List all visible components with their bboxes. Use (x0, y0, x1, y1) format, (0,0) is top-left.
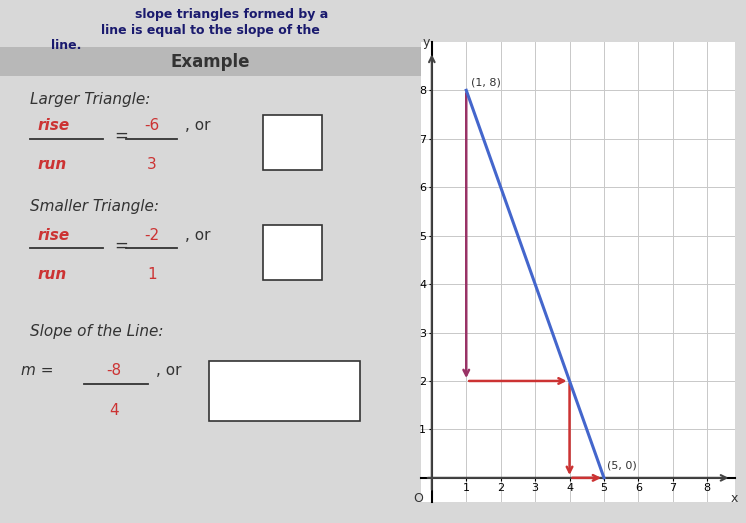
Text: Larger Triangle:: Larger Triangle: (30, 92, 150, 107)
Text: , or: , or (156, 363, 181, 379)
FancyBboxPatch shape (0, 47, 421, 76)
FancyBboxPatch shape (263, 225, 322, 280)
FancyBboxPatch shape (263, 115, 322, 170)
FancyBboxPatch shape (209, 361, 360, 421)
Text: =: = (114, 237, 128, 255)
Text: , or: , or (186, 118, 211, 133)
Text: =: = (114, 127, 128, 145)
Text: -2: -2 (144, 228, 160, 243)
Text: y: y (423, 36, 430, 49)
Text: rise: rise (38, 228, 70, 243)
Text: m =: m = (21, 363, 54, 379)
Text: Smaller Triangle:: Smaller Triangle: (30, 199, 158, 214)
Text: line.: line. (51, 39, 81, 52)
Text: Slope of the Line:: Slope of the Line: (30, 324, 163, 339)
Text: (5, 0): (5, 0) (607, 461, 637, 471)
Text: 3: 3 (147, 157, 157, 172)
Text: -6: -6 (144, 118, 160, 133)
Text: rise: rise (38, 118, 70, 133)
Text: (1, 8): (1, 8) (471, 78, 501, 88)
Text: 1: 1 (147, 267, 157, 282)
Text: line is equal to the slope of the: line is equal to the slope of the (101, 24, 320, 37)
Text: Example: Example (171, 53, 251, 71)
Text: , or: , or (186, 228, 211, 243)
Text: O: O (413, 492, 423, 505)
Text: 4: 4 (109, 403, 119, 418)
Text: x: x (731, 492, 739, 505)
Text: slope triangles formed by a: slope triangles formed by a (135, 8, 328, 21)
Text: run: run (38, 267, 67, 282)
Text: -8: -8 (106, 363, 122, 379)
Text: run: run (38, 157, 67, 172)
